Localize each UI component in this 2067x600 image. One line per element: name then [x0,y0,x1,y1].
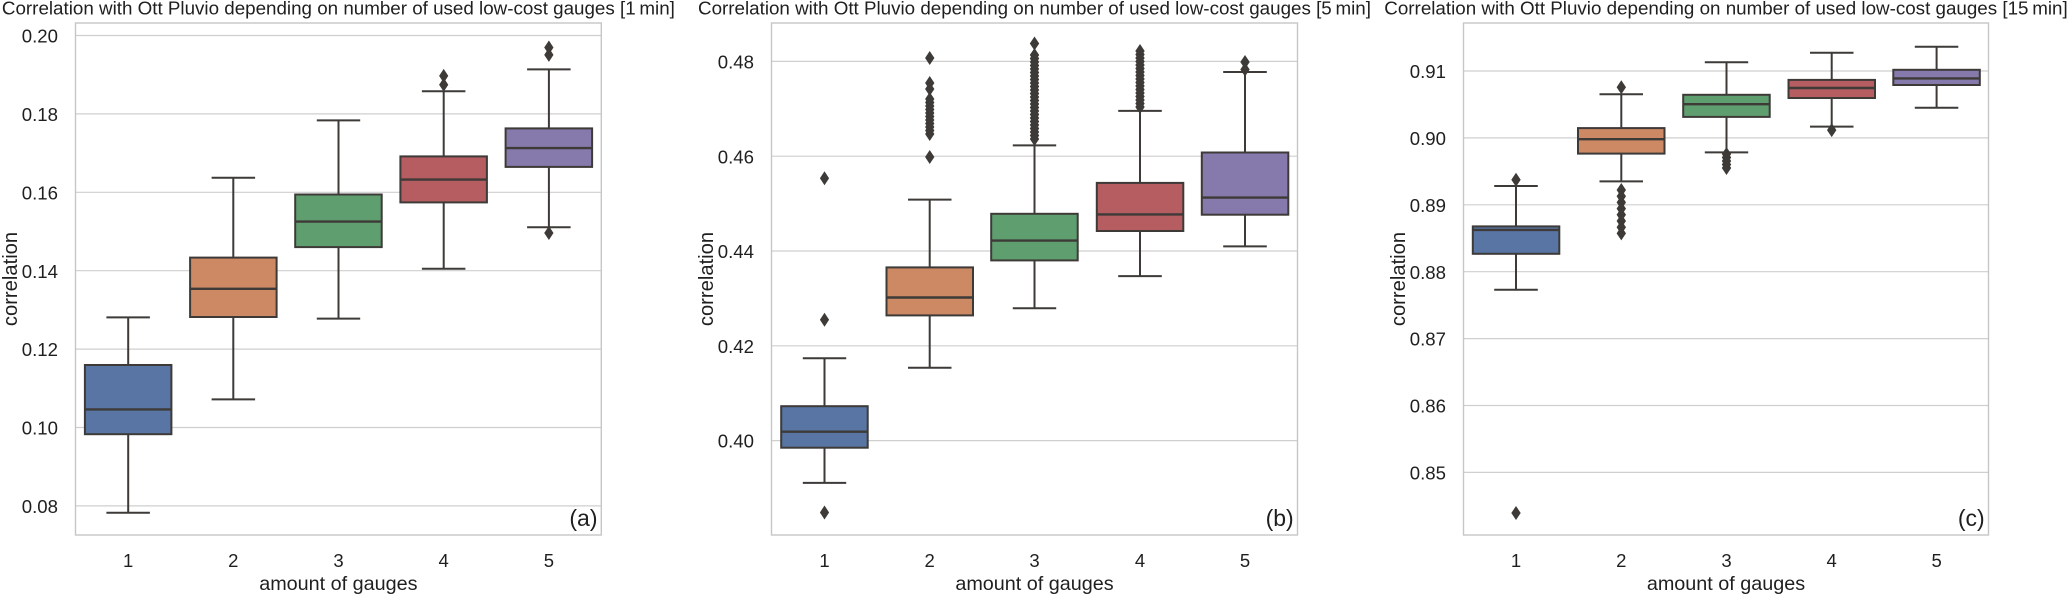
svg-text:1: 1 [819,550,829,571]
svg-text:0.90: 0.90 [1410,128,1446,149]
svg-text:amount of gauges: amount of gauges [259,573,417,595]
svg-text:4: 4 [1135,550,1145,571]
svg-text:0.85: 0.85 [1410,463,1446,484]
svg-text:amount of gauges: amount of gauges [955,573,1113,595]
svg-text:0.46: 0.46 [718,146,754,167]
svg-text:(a): (a) [569,505,597,531]
svg-text:Correlation with Ott Pluvio de: Correlation with Ott Pluvio depending on… [2,0,675,19]
svg-text:5: 5 [1931,550,1941,571]
svg-text:0.20: 0.20 [22,26,58,47]
svg-text:0.86: 0.86 [1410,396,1446,417]
svg-text:0.16: 0.16 [22,182,58,203]
svg-text:0.48: 0.48 [718,52,754,73]
svg-text:5: 5 [1240,550,1250,571]
svg-text:3: 3 [1721,550,1731,571]
svg-text:2: 2 [1616,550,1626,571]
svg-text:0.12: 0.12 [22,339,58,360]
svg-text:0.42: 0.42 [718,336,754,357]
svg-text:0.88: 0.88 [1410,262,1446,283]
svg-text:0.87: 0.87 [1410,329,1446,350]
svg-text:correlation: correlation [696,232,718,326]
svg-text:0.10: 0.10 [22,418,58,439]
svg-text:3: 3 [1029,550,1039,571]
svg-text:Correlation with Ott Pluvio de: Correlation with Ott Pluvio depending on… [1384,0,2067,19]
svg-text:correlation: correlation [0,232,22,326]
svg-text:4: 4 [1827,550,1837,571]
svg-text:0.44: 0.44 [718,241,754,262]
svg-text:4: 4 [439,550,449,571]
svg-text:0.18: 0.18 [22,104,58,125]
svg-text:0.14: 0.14 [22,261,58,282]
svg-text:2: 2 [925,550,935,571]
svg-text:amount of gauges: amount of gauges [1647,573,1805,595]
svg-text:0.89: 0.89 [1410,195,1446,216]
svg-text:1: 1 [123,550,133,571]
svg-text:3: 3 [333,550,343,571]
svg-text:2: 2 [228,550,238,571]
svg-text:0.91: 0.91 [1410,61,1446,82]
svg-text:1: 1 [1511,550,1521,571]
svg-text:(c): (c) [1958,505,1985,531]
svg-text:0.40: 0.40 [718,431,754,452]
svg-text:correlation: correlation [1388,232,1410,326]
svg-text:0.08: 0.08 [22,496,58,517]
svg-text:5: 5 [544,550,554,571]
svg-text:Correlation with Ott Pluvio de: Correlation with Ott Pluvio depending on… [698,0,1371,19]
svg-text:(b): (b) [1266,505,1294,531]
